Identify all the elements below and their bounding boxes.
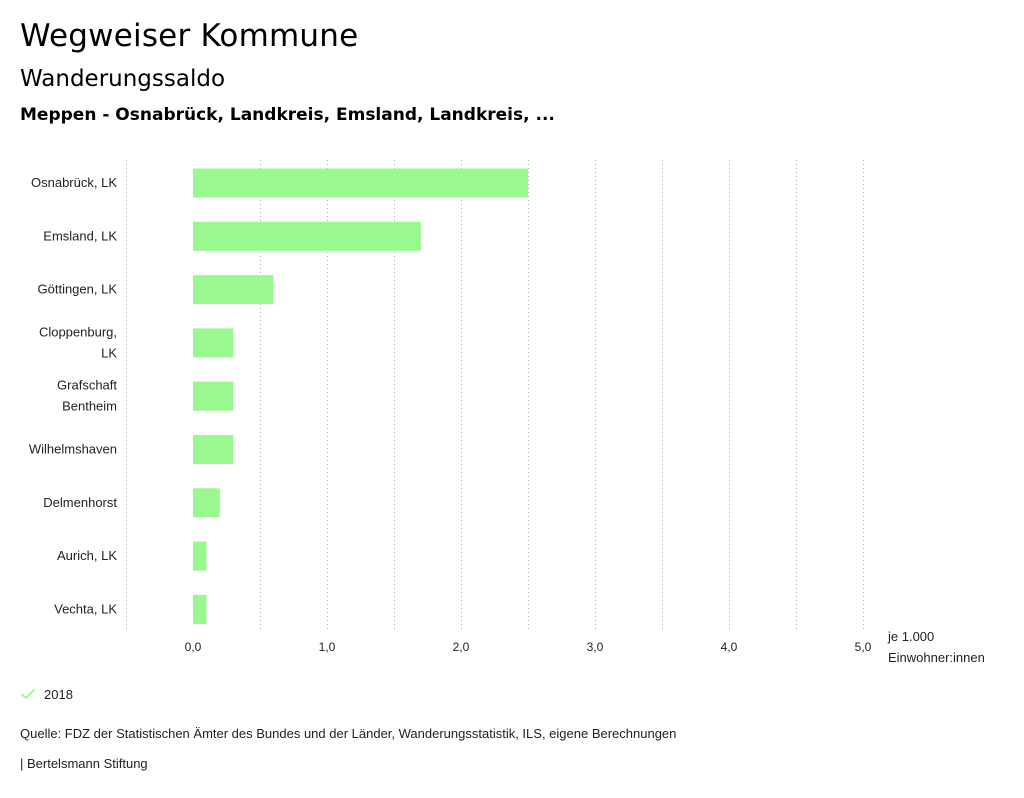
page-title: Wegweiser Kommune bbox=[20, 18, 359, 54]
x-axis-unit: je 1.000 Einwohner:innen bbox=[887, 629, 985, 665]
category-label: Emsland, LK bbox=[43, 228, 117, 243]
category-label-line: Wilhelmshaven bbox=[29, 442, 117, 457]
legend-label: 2018 bbox=[44, 686, 73, 702]
x-axis-ticks: 0,0 1,0 2,0 3,0 4,0 5,0 bbox=[185, 640, 872, 654]
bar bbox=[193, 488, 220, 518]
tick-label: 3,0 bbox=[587, 640, 604, 654]
category-label-line: Grafschaft bbox=[57, 378, 117, 393]
tick-label: 2,0 bbox=[453, 640, 470, 654]
legend[interactable]: 2018 bbox=[20, 686, 73, 702]
category-label: Grafschaft Bentheim bbox=[57, 378, 117, 414]
category-label-line: Aurich, LK bbox=[57, 548, 117, 563]
chart-subtitle: Wanderungssaldo bbox=[20, 66, 226, 92]
category-label: Delmenhorst bbox=[43, 495, 117, 510]
bar bbox=[193, 594, 207, 624]
category-label: Aurich, LK bbox=[57, 548, 117, 563]
tick-label: 1,0 bbox=[319, 640, 336, 654]
tick-label: 5,0 bbox=[855, 640, 872, 654]
bar bbox=[193, 328, 234, 358]
bars bbox=[193, 168, 528, 624]
gridlines bbox=[126, 160, 864, 632]
publisher-note: | Bertelsmann Stiftung bbox=[20, 756, 148, 771]
bar bbox=[193, 541, 207, 571]
category-label: Vechta, LK bbox=[54, 601, 117, 616]
category-label-line: Vechta, LK bbox=[54, 601, 117, 616]
category-label: Osnabrück, LK bbox=[31, 175, 117, 190]
category-label-line: Göttingen, LK bbox=[38, 282, 118, 297]
check-icon bbox=[21, 689, 35, 699]
bar bbox=[193, 275, 274, 305]
region-context: Meppen - Osnabrück, Landkreis, Emsland, … bbox=[20, 105, 555, 125]
bar bbox=[193, 221, 421, 251]
category-label: Göttingen, LK bbox=[38, 282, 118, 297]
x-axis-unit-label: Einwohner:innen bbox=[888, 650, 985, 665]
bar-chart: Osnabrück, LK Emsland, LK Göttingen, LK Clo… bbox=[29, 160, 985, 665]
x-axis-unit-label: je 1.000 bbox=[887, 629, 934, 644]
bar bbox=[193, 381, 234, 411]
category-label-line: Delmenhorst bbox=[43, 495, 117, 510]
category-label-line: Bentheim bbox=[62, 399, 117, 414]
category-label-line: Osnabrück, LK bbox=[31, 175, 117, 190]
category-label: Cloppenburg, LK bbox=[39, 324, 117, 360]
category-label: Wilhelmshaven bbox=[29, 442, 117, 457]
category-label-line: LK bbox=[101, 345, 117, 360]
tick-label: 0,0 bbox=[185, 640, 202, 654]
bar bbox=[193, 168, 528, 198]
tick-label: 4,0 bbox=[721, 640, 738, 654]
bar bbox=[193, 435, 234, 464]
category-label-line: Cloppenburg, bbox=[39, 324, 117, 339]
source-note: Quelle: FDZ der Statistischen Ämter des … bbox=[20, 726, 677, 741]
category-labels: Osnabrück, LK Emsland, LK Göttingen, LK Clo… bbox=[29, 175, 118, 616]
category-label-line: Emsland, LK bbox=[43, 228, 117, 243]
